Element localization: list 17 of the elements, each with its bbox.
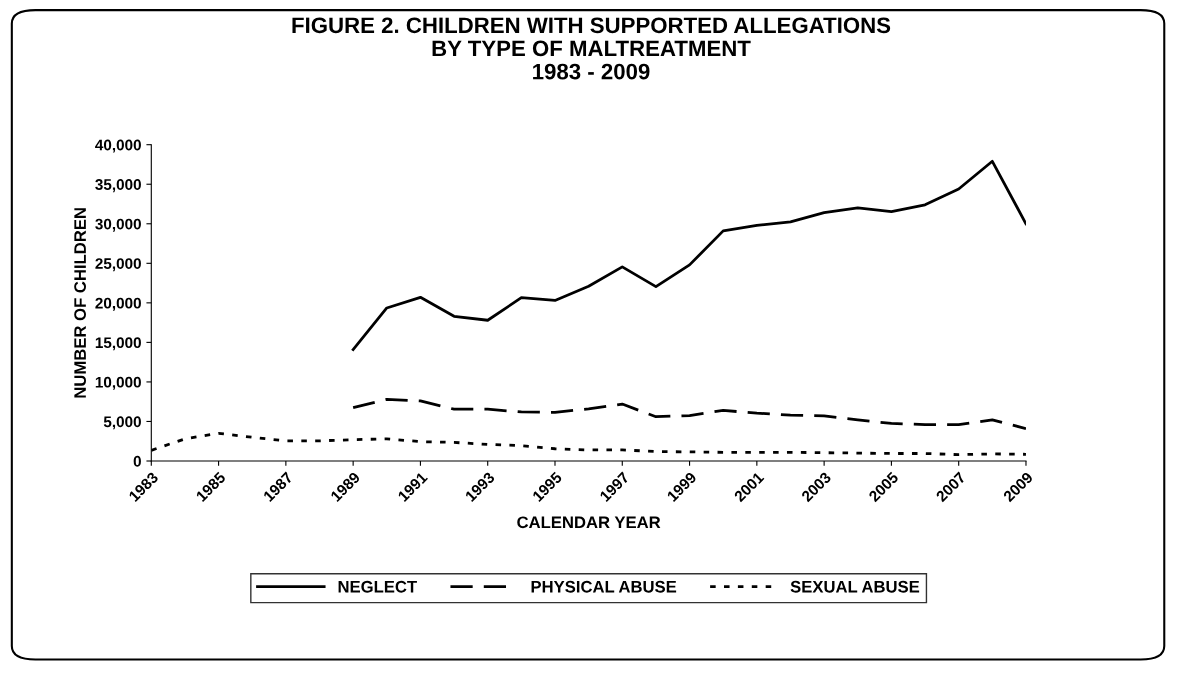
chart-title: FIGURE 2. CHILDREN WITH SUPPORTED ALLEGATIONS BY TYPE OF MALTREATMENT 1983 - 2009 bbox=[292, 17, 891, 80]
y-tick-label: 20,000 bbox=[95, 297, 141, 311]
y-tick-label: 10,000 bbox=[95, 376, 141, 390]
y-axis-title: NUMBER OF CHILDREN bbox=[74, 208, 86, 398]
line-series bbox=[351, 159, 1026, 351]
y-tick-label: 30,000 bbox=[95, 218, 141, 232]
y-tick-label: 25,000 bbox=[95, 258, 141, 272]
line-series bbox=[351, 397, 1026, 430]
y-tick-label: 5,000 bbox=[103, 416, 141, 430]
x-axis-title: CALENDAR YEAR bbox=[517, 516, 661, 529]
legend-label: NEGLECT bbox=[338, 580, 417, 593]
legend-label: SEXUAL ABUSE bbox=[790, 580, 920, 593]
y-tick-label: 35,000 bbox=[95, 179, 141, 193]
legend-label: PHYSICAL ABUSE bbox=[531, 580, 677, 593]
y-tick-label: 15,000 bbox=[95, 337, 141, 351]
y-tick-label: 0 bbox=[133, 455, 141, 467]
y-tick-label: 40,000 bbox=[95, 139, 141, 153]
